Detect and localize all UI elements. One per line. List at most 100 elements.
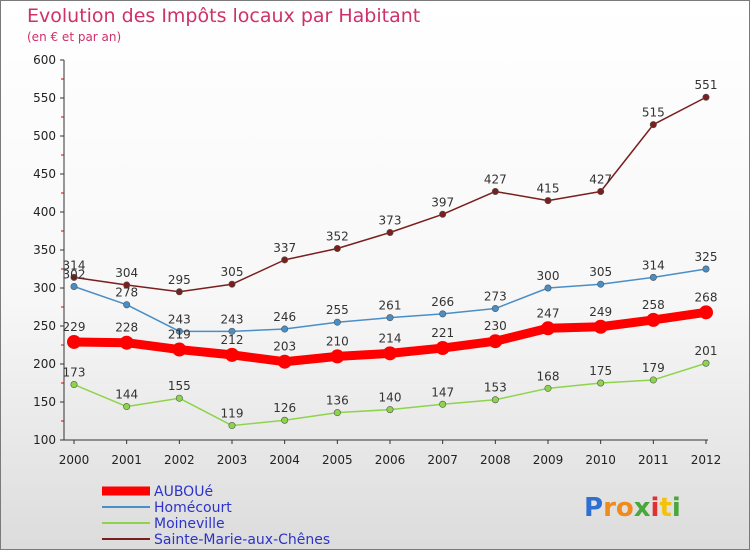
data-point bbox=[544, 197, 552, 205]
data-point bbox=[175, 288, 183, 296]
data-label: 314 bbox=[63, 258, 86, 272]
chart-subtitle: (en € et par an) bbox=[27, 30, 122, 44]
data-label: 168 bbox=[537, 369, 560, 383]
data-label: 140 bbox=[379, 391, 402, 405]
data-point bbox=[277, 354, 292, 369]
data-label: 175 bbox=[589, 364, 612, 378]
data-point bbox=[646, 312, 661, 327]
y-tick-label: 600 bbox=[33, 53, 56, 67]
data-point bbox=[119, 335, 134, 350]
data-label: 221 bbox=[431, 326, 454, 340]
data-label: 427 bbox=[484, 172, 507, 186]
data-point bbox=[491, 187, 499, 195]
data-point bbox=[228, 327, 236, 335]
data-point bbox=[597, 280, 605, 288]
data-label: 243 bbox=[168, 312, 191, 326]
data-label: 153 bbox=[484, 381, 507, 395]
proxiti-logo: Proxiti bbox=[584, 493, 681, 523]
axes: 100 150 200 250 300 350 400 450 500 550 600 2000 200… bbox=[33, 53, 721, 467]
data-label: 147 bbox=[431, 385, 454, 399]
data-label: 119 bbox=[221, 407, 244, 421]
data-point bbox=[67, 334, 81, 349]
data-label: 266 bbox=[431, 295, 454, 309]
data-point bbox=[330, 349, 345, 364]
legend-label: Moineville bbox=[154, 516, 225, 532]
data-label: 278 bbox=[115, 286, 138, 300]
data-label: 304 bbox=[115, 266, 138, 280]
data-label: 247 bbox=[537, 306, 560, 320]
data-label: 255 bbox=[326, 303, 349, 317]
y-tick-label: 200 bbox=[33, 357, 56, 371]
data-point bbox=[175, 394, 183, 402]
series-line bbox=[73, 96, 707, 293]
data-point bbox=[281, 256, 289, 264]
data-labels: 314 304 295 305 337 352 373 397 427 415 427 515 551 1… bbox=[63, 78, 718, 420]
data-point bbox=[123, 301, 131, 309]
data-point bbox=[70, 381, 78, 389]
data-point bbox=[541, 321, 555, 336]
x-tick-label: 2011 bbox=[638, 453, 669, 467]
data-point bbox=[544, 284, 552, 292]
data-point bbox=[70, 282, 78, 290]
data-point bbox=[172, 342, 187, 357]
legend: AUBOUéHomécourtMoinevilleSainte-Marie-au… bbox=[102, 484, 330, 548]
data-label: 179 bbox=[642, 361, 665, 375]
data-point bbox=[386, 314, 394, 322]
data-label: 302 bbox=[63, 267, 86, 281]
data-label: 230 bbox=[484, 319, 507, 333]
data-label: 373 bbox=[379, 214, 402, 228]
data-point bbox=[228, 422, 236, 430]
data-point bbox=[175, 327, 183, 335]
data-point bbox=[228, 280, 236, 288]
data-point bbox=[386, 229, 394, 237]
legend-label: Homécourt bbox=[154, 500, 232, 516]
x-tick-label: 2004 bbox=[269, 453, 300, 467]
data-label: 249 bbox=[589, 305, 612, 319]
data-point bbox=[435, 341, 450, 356]
y-tick-label: 350 bbox=[33, 243, 56, 257]
data-label: 144 bbox=[115, 388, 138, 402]
data-label: 427 bbox=[589, 172, 612, 186]
data-label: 273 bbox=[484, 290, 507, 304]
y-tick-label: 450 bbox=[33, 167, 56, 181]
data-point bbox=[544, 384, 552, 392]
y-tick-label: 100 bbox=[33, 433, 56, 447]
data-point bbox=[597, 187, 605, 195]
data-label: 203 bbox=[273, 340, 296, 354]
x-tick-label: 2006 bbox=[375, 453, 406, 467]
data-point bbox=[386, 406, 394, 414]
data-point bbox=[699, 305, 713, 320]
legend-label: Sainte-Marie-aux-Chênes bbox=[154, 532, 330, 548]
data-label: 201 bbox=[695, 344, 718, 358]
data-point bbox=[225, 347, 239, 362]
data-point bbox=[439, 210, 447, 218]
data-label: 126 bbox=[273, 401, 296, 415]
data-label: 261 bbox=[379, 299, 402, 313]
data-point bbox=[333, 244, 341, 252]
data-label: 515 bbox=[642, 106, 665, 120]
data-point bbox=[491, 396, 499, 404]
y-tick-label: 250 bbox=[33, 319, 56, 333]
data-point bbox=[439, 400, 447, 408]
data-point bbox=[70, 273, 78, 281]
x-tick-label: 2003 bbox=[217, 453, 248, 467]
data-point bbox=[281, 325, 289, 333]
data-label: 136 bbox=[326, 394, 349, 408]
logo-text: Proxiti bbox=[584, 493, 681, 523]
y-tick-label: 550 bbox=[33, 91, 56, 105]
data-label: 337 bbox=[273, 241, 296, 255]
data-point bbox=[491, 305, 499, 313]
data-point bbox=[702, 93, 710, 101]
x-tick-label: 2009 bbox=[533, 453, 564, 467]
x-tick-label: 2001 bbox=[111, 453, 142, 467]
data-label: 210 bbox=[326, 334, 349, 348]
data-label: 246 bbox=[273, 310, 296, 324]
x-tick-label: 2000 bbox=[59, 453, 90, 467]
data-label: 212 bbox=[221, 333, 244, 347]
data-point bbox=[123, 281, 131, 289]
data-label: 243 bbox=[221, 312, 244, 326]
data-label: 397 bbox=[431, 195, 454, 209]
data-label: 295 bbox=[168, 273, 191, 287]
